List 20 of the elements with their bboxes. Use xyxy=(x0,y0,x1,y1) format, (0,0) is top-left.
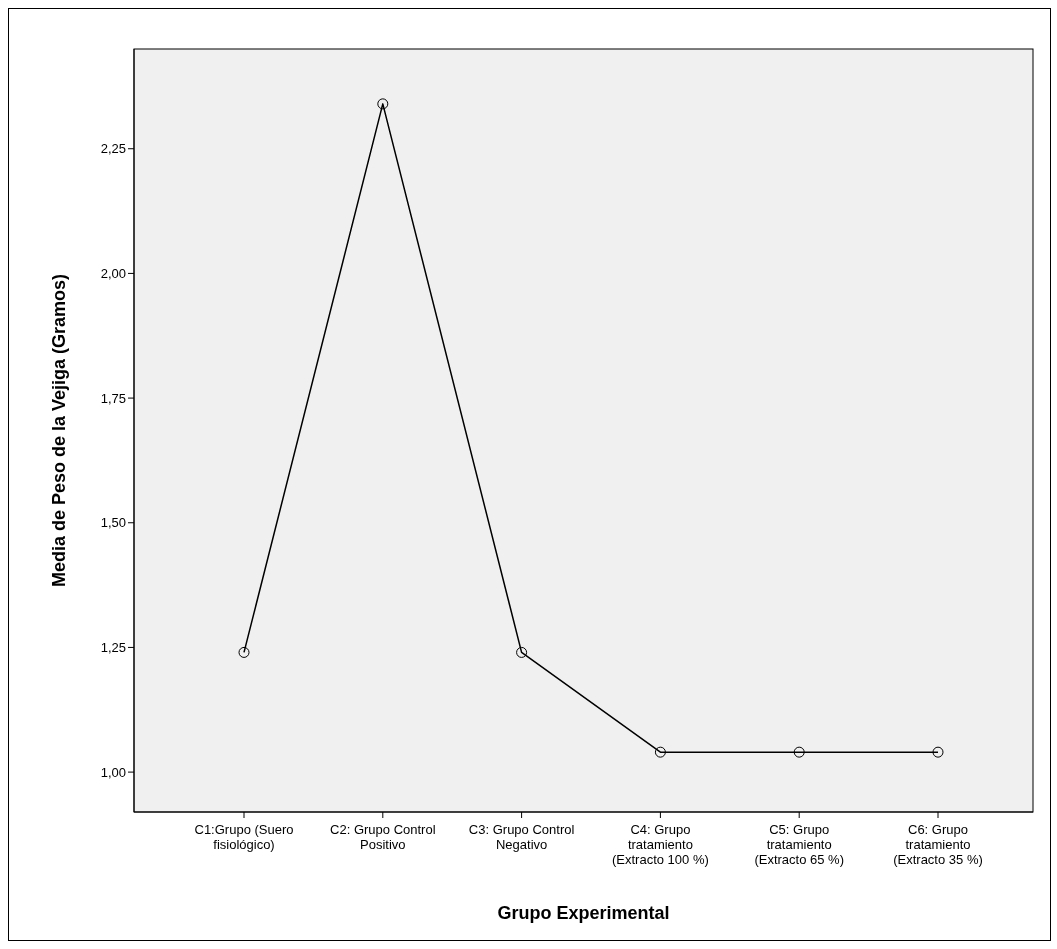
x-tick-label: C5: Grupo tratamiento (Extracto 65 %) xyxy=(754,822,844,867)
x-axis-title: Grupo Experimental xyxy=(497,903,670,923)
point xyxy=(654,746,666,758)
point xyxy=(793,746,805,758)
point xyxy=(377,98,389,110)
x-tick-label: C4: Grupo tratamiento (Extracto 100 %) xyxy=(611,822,709,867)
x-tick-label: C2: Grupo Control Positivo xyxy=(330,822,436,852)
point xyxy=(238,646,250,658)
y-tick-label: 1,50 xyxy=(100,515,126,531)
y-tick-label: 1,75 xyxy=(100,390,126,406)
y-tick-label: 1,00 xyxy=(100,764,126,780)
y-tick-label: 2,25 xyxy=(100,141,126,157)
point xyxy=(516,646,528,658)
y-tick-label: 2,00 xyxy=(100,266,126,282)
y-axis-title: Media de Peso de la Vejiga (Gramos) xyxy=(49,273,70,588)
x-tick-label: C1:Grupo (Suero fisiológico) xyxy=(194,822,294,852)
y-tick-label: 1,25 xyxy=(100,640,126,656)
x-tick-label: C6: Grupo tratamiento (Extracto 35 %) xyxy=(893,822,983,867)
x-tick-label: C3: Grupo Control Negativo xyxy=(468,822,575,852)
point xyxy=(932,746,944,758)
